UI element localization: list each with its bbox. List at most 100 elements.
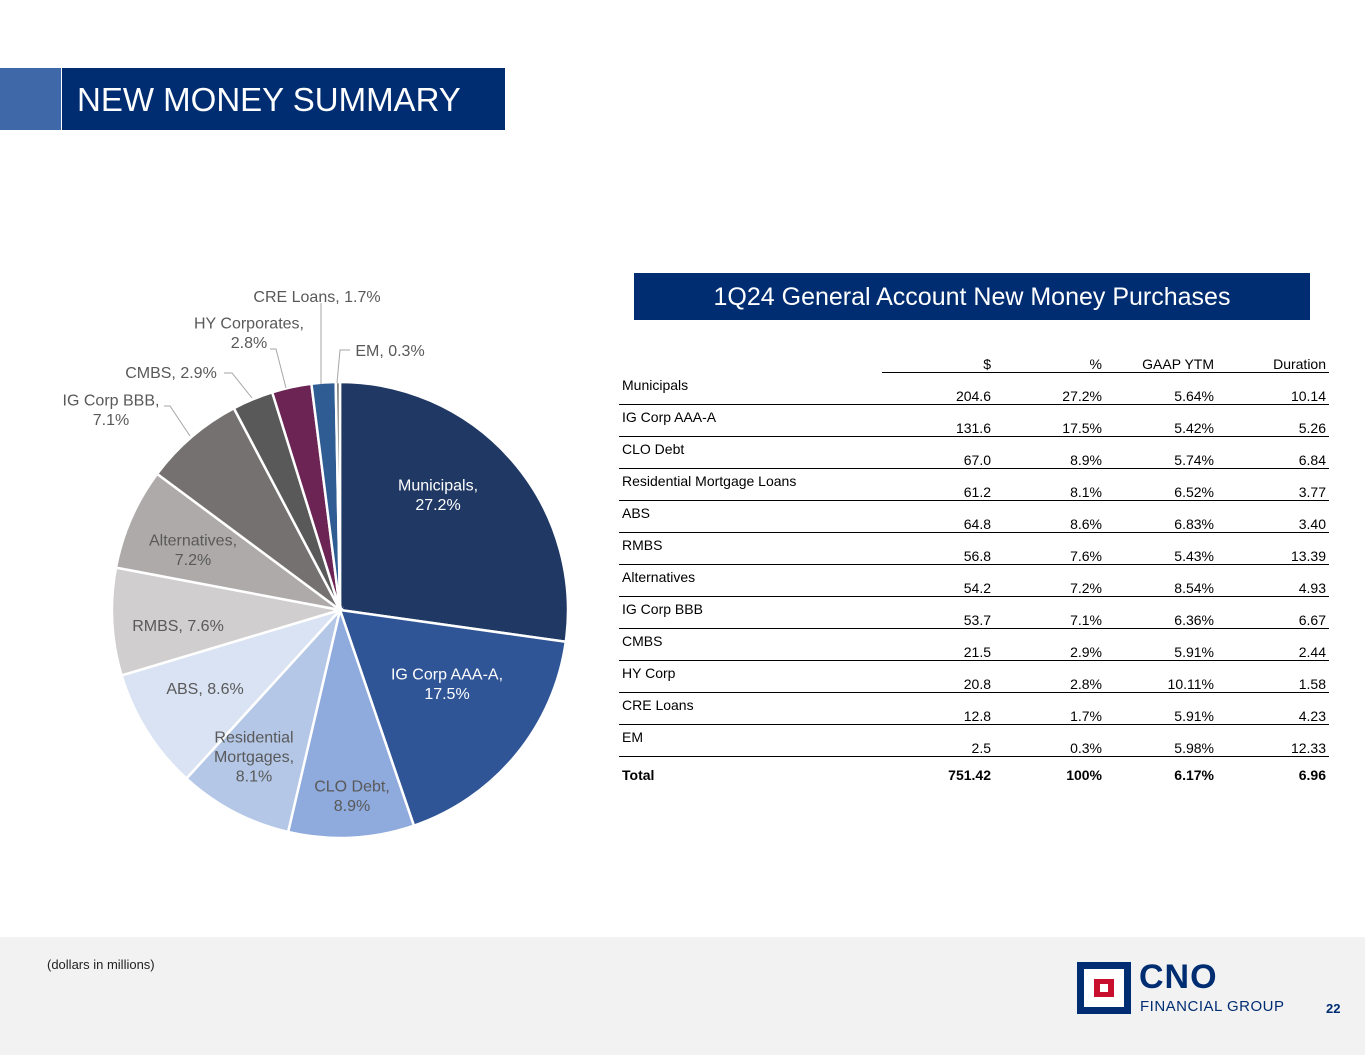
row-name: ABS [619, 500, 882, 533]
row-gaap-ytm: 6.52% [1105, 468, 1217, 501]
row-dollars: 53.7 [882, 596, 994, 629]
leader-line [336, 349, 350, 384]
pie-label-line: CMBS, 2.9% [125, 365, 217, 382]
row-name: RMBS [619, 532, 882, 565]
new-money-table: $ % GAAP YTM Duration Municipals 204.6 27.… [619, 350, 1329, 793]
table-total-row: Total 751.42 100% 6.17% 6.96 [619, 756, 1329, 793]
table-row: IG Corp AAA-A 131.6 17.5% 5.42% 5.26 [619, 404, 1329, 437]
pie-label-residential-mortgages: Residential Mortgages, 8.1% [214, 730, 294, 786]
row-duration: 10.14 [1217, 372, 1329, 405]
row-dollars: 131.6 [882, 404, 994, 437]
pie-label-municipals: Municipals, 27.2% [398, 477, 478, 514]
row-dollars: 54.2 [882, 564, 994, 597]
row-name: Municipals [619, 372, 882, 405]
pie-slice-rmbs [110, 566, 341, 677]
pie-label-line: CRE Loans, 1.7% [253, 289, 380, 306]
logo-subtitle: FINANCIAL GROUP [1140, 998, 1285, 1015]
header-duration: Duration [1217, 350, 1329, 373]
footnote: (dollars in millions) [47, 957, 155, 972]
pie-label-em: EM, 0.3% [355, 343, 424, 360]
pie-label-line: EM, 0.3% [355, 343, 424, 360]
row-gaap-ytm: 10.11% [1105, 660, 1217, 693]
pie-label-line: IG Corp AAA-A, [391, 666, 503, 683]
pie-label-clo-debt: CLO Debt, 8.9% [314, 778, 390, 815]
table-row: CRE Loans 12.8 1.7% 5.91% 4.23 [619, 692, 1329, 725]
pie-label-line: Municipals, [398, 477, 478, 494]
total-gaap-ytm: 6.17% [1174, 766, 1214, 783]
row-dollars: 56.8 [882, 532, 994, 565]
table-title: 1Q24 General Account New Money Purchases [713, 283, 1231, 311]
cno-logo-icon [1077, 962, 1131, 1014]
pie-label-line: RMBS, 7.6% [132, 618, 224, 635]
pie-label-line: ABS, 8.6% [166, 681, 243, 698]
pie-label-line: 7.1% [93, 412, 129, 429]
row-dollars: 204.6 [882, 372, 994, 405]
pie-slice-residential-mortgages [184, 605, 343, 834]
row-gaap-ytm: 6.83% [1105, 500, 1217, 533]
pie-label-line: 8.9% [334, 798, 370, 815]
row-percent: 17.5% [994, 404, 1105, 437]
pie-label-ig-corp-aaa-a: IG Corp AAA-A, 17.5% [391, 666, 503, 703]
pie-slice-em [334, 380, 342, 611]
leader-line [164, 405, 191, 437]
row-duration: 13.39 [1217, 532, 1329, 565]
row-gaap-ytm: 8.54% [1105, 564, 1217, 597]
row-dollars: 2.5 [882, 724, 994, 757]
footer: (dollars in millions) CNO FINANCIAL GROU… [0, 937, 1365, 1055]
table-row: ABS 64.8 8.6% 6.83% 3.40 [619, 500, 1329, 533]
table-row: CMBS 21.5 2.9% 5.91% 2.44 [619, 628, 1329, 661]
pie-label-cmbs: CMBS, 2.9% [125, 365, 217, 382]
pie-label-ig-corp-bbb: IG Corp BBB, 7.1% [63, 392, 160, 429]
row-name: CRE Loans [619, 692, 882, 725]
row-percent: 7.1% [994, 596, 1105, 629]
row-gaap-ytm: 5.64% [1105, 372, 1217, 405]
pie-label-abs: ABS, 8.6% [166, 681, 243, 698]
pie-label-line: 27.2% [415, 497, 460, 514]
table-row: IG Corp BBB 53.7 7.1% 6.36% 6.67 [619, 596, 1329, 629]
title-accent-block [0, 68, 61, 130]
new-money-pie-chart: Municipals, 27.2% IG Corp AAA-A, 17.5% CLO D… [63, 289, 570, 840]
row-percent: 2.9% [994, 628, 1105, 661]
pie-label-cre-loans: CRE Loans, 1.7% [253, 289, 380, 306]
total-duration: 6.96 [1298, 766, 1326, 783]
row-dollars: 20.8 [882, 660, 994, 693]
logo-red-square [1094, 979, 1114, 997]
table-row: CLO Debt 67.0 8.9% 5.74% 6.84 [619, 436, 1329, 469]
row-percent: 8.9% [994, 436, 1105, 469]
pie-label-line: Residential [214, 730, 293, 747]
table-title-banner: 1Q24 General Account New Money Purchases [634, 273, 1310, 320]
pie-label-hy-corporates: HY Corporates, 2.8% [194, 315, 304, 352]
total-percent: 100% [1066, 766, 1102, 783]
row-duration: 5.26 [1217, 404, 1329, 437]
table-row: EM 2.5 0.3% 5.98% 12.33 [619, 724, 1329, 757]
row-dollars: 12.8 [882, 692, 994, 725]
row-name: HY Corp [619, 660, 882, 693]
total-name: Total [622, 766, 655, 783]
row-duration: 2.44 [1217, 628, 1329, 661]
row-duration: 12.33 [1217, 724, 1329, 757]
leader-line [270, 348, 287, 389]
row-duration: 4.93 [1217, 564, 1329, 597]
pie-label-line: CLO Debt, [314, 778, 390, 795]
pie-label-alternatives: Alternatives, 7.2% [149, 532, 237, 569]
row-percent: 7.2% [994, 564, 1105, 597]
table-row: HY Corp 20.8 2.8% 10.11% 1.58 [619, 660, 1329, 693]
row-percent: 27.2% [994, 372, 1105, 405]
row-name: EM [619, 724, 882, 757]
row-gaap-ytm: 5.74% [1105, 436, 1217, 469]
row-percent: 1.7% [994, 692, 1105, 725]
row-name: Alternatives [619, 564, 882, 597]
leader-line [224, 372, 253, 399]
row-dollars: 21.5 [882, 628, 994, 661]
row-duration: 4.23 [1217, 692, 1329, 725]
row-duration: 6.67 [1217, 596, 1329, 629]
pie-slice-abs [120, 607, 344, 781]
pie-label-line: 2.8% [231, 335, 267, 352]
row-gaap-ytm: 5.43% [1105, 532, 1217, 565]
row-percent: 2.8% [994, 660, 1105, 693]
table-row: Municipals 204.6 27.2% 5.64% 10.14 [619, 372, 1329, 405]
row-duration: 3.40 [1217, 500, 1329, 533]
pie-label-line: 17.5% [424, 686, 469, 703]
total-dollars: 751.42 [948, 766, 991, 783]
pie-slice-ig-corp-bbb [155, 406, 342, 612]
